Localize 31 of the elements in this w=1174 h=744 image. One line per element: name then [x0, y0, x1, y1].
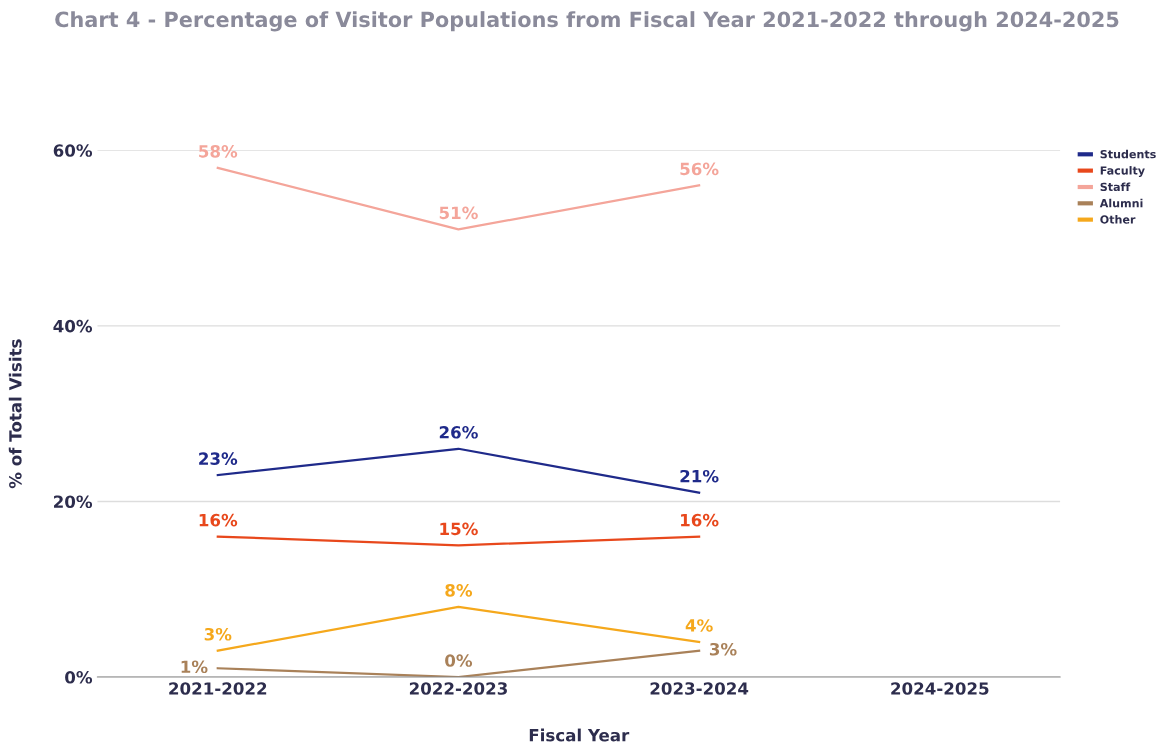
legend-label: Faculty — [1100, 166, 1145, 177]
data-label: 3% — [709, 642, 737, 656]
legend-label: Staff — [1100, 182, 1131, 192]
data-label: 26% — [439, 426, 478, 439]
data-label: 16% — [681, 513, 719, 527]
data-label: 58% — [199, 145, 238, 158]
data-label: 15% — [440, 522, 478, 536]
x-axis-title: Fiscal Year — [529, 728, 630, 742]
chart-title: Chart 4 - Percentage of Visitor Populations from Fiscal Year 2021-2022 through 2024-2025 — [55, 11, 1119, 32]
y-tick-label: 20% — [54, 495, 93, 509]
x-tick-label: 2024-2025 — [891, 682, 989, 695]
data-label: 23% — [199, 452, 238, 465]
y-tick-label: 40% — [53, 319, 93, 333]
data-label: 56% — [680, 162, 719, 176]
data-label: 4% — [685, 619, 713, 632]
y-axis-title: % of Total Visits — [8, 339, 22, 489]
legend-label: Students — [1100, 149, 1156, 159]
data-label: 3% — [204, 627, 232, 641]
x-tick-label: 2022-2023 — [409, 682, 507, 695]
y-tick-label: 0% — [65, 671, 93, 684]
y-tick-label: 60% — [53, 144, 93, 157]
data-label: 8% — [445, 584, 473, 597]
data-label: 0% — [445, 654, 473, 667]
data-label: 51% — [439, 206, 478, 220]
data-label: 1% — [181, 660, 208, 674]
legend-label: Alumni — [1099, 198, 1143, 208]
legend-label: Other — [1100, 215, 1136, 224]
data-label: 16% — [199, 513, 238, 527]
x-tick-label: 2023-2024 — [650, 682, 749, 695]
data-label: 21% — [680, 469, 719, 483]
x-tick-label: 2021-2022 — [169, 682, 267, 695]
